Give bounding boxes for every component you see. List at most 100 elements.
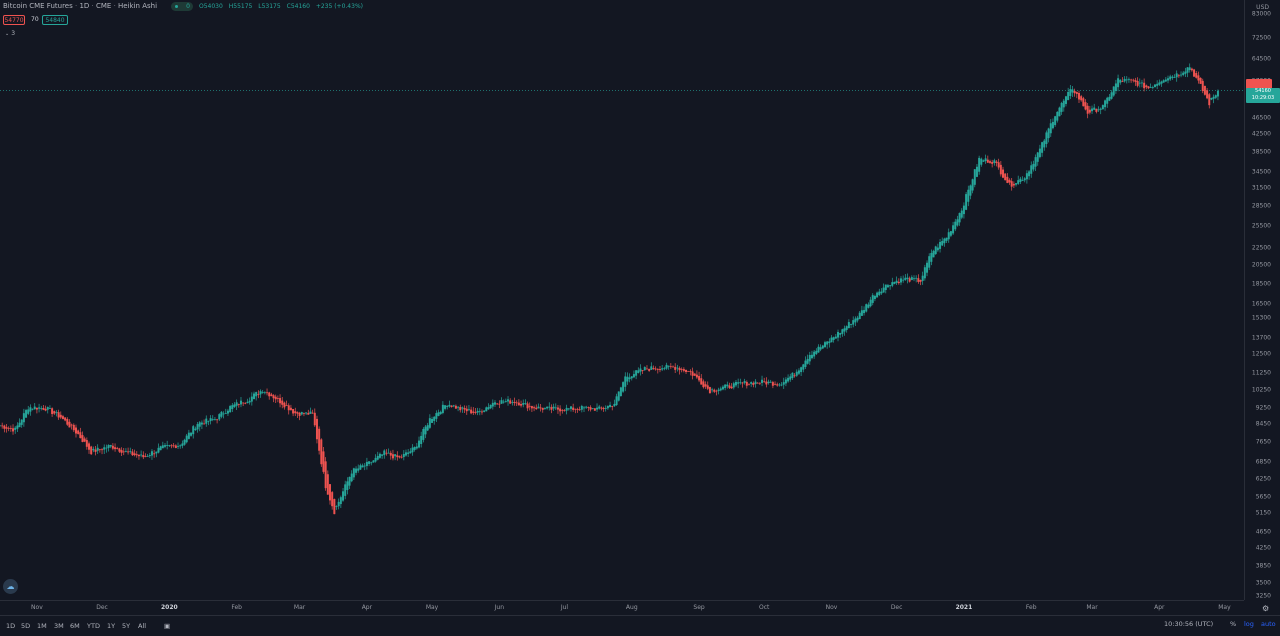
- candle-body: [85, 440, 88, 447]
- candle-body: [606, 405, 609, 409]
- price-tick-label: 11250: [1251, 369, 1271, 377]
- range-button-6m[interactable]: 6M: [70, 622, 80, 630]
- candle-body: [856, 317, 859, 321]
- range-button-all[interactable]: All: [138, 622, 147, 630]
- time-tick-label: Mar: [293, 604, 306, 611]
- candle-body: [823, 342, 826, 347]
- candle-body: [1212, 96, 1215, 99]
- candle-body: [1184, 71, 1187, 74]
- range-button-ytd[interactable]: YTD: [87, 622, 100, 630]
- range-button-5y[interactable]: 5Y: [122, 622, 131, 630]
- tradingview-logo-icon[interactable]: ☁: [3, 579, 18, 594]
- log-toggle[interactable]: log: [1244, 620, 1254, 628]
- candle-body: [237, 404, 240, 405]
- candle-body: [906, 277, 909, 279]
- range-button-1y[interactable]: 1Y: [107, 622, 116, 630]
- candle-body: [758, 382, 761, 384]
- candle-body: [1062, 100, 1065, 108]
- candle-body: [261, 392, 264, 393]
- interval-label[interactable]: 1D: [79, 2, 90, 10]
- candle-body: [802, 364, 805, 370]
- candle-body: [615, 396, 618, 406]
- current-price-value: 54160: [1255, 88, 1271, 94]
- time-tick-label: Feb: [231, 604, 242, 611]
- percent-toggle[interactable]: %: [1230, 620, 1237, 628]
- candle-body: [863, 309, 866, 314]
- candle-body: [211, 419, 214, 420]
- sell-button[interactable]: 54770: [3, 15, 25, 25]
- candle-body: [1121, 81, 1124, 83]
- candle-body: [658, 369, 661, 371]
- candle-body: [42, 408, 45, 410]
- candle-body: [1080, 96, 1083, 101]
- calendar-range-icon[interactable]: ▣: [164, 622, 171, 630]
- candle-body: [930, 252, 933, 262]
- candle-body: [1010, 181, 1013, 187]
- candle-body: [1084, 102, 1087, 110]
- auto-toggle[interactable]: auto: [1261, 620, 1276, 628]
- low-value: L53175: [258, 3, 281, 10]
- candle-body: [118, 448, 121, 452]
- candle-body: [81, 435, 84, 442]
- chart-area[interactable]: [0, 0, 1244, 600]
- clock-display[interactable]: 10:30:56 (UTC): [1164, 620, 1214, 628]
- candle-body: [383, 450, 386, 456]
- candle-body: [129, 451, 132, 453]
- candle-body: [524, 403, 527, 404]
- candle-body: [665, 364, 668, 369]
- candle-body: [1180, 74, 1183, 76]
- candle-body: [732, 383, 735, 388]
- candle-body: [400, 456, 403, 458]
- candle-body: [923, 267, 926, 279]
- price-chart[interactable]: [0, 0, 1244, 600]
- settings-gear-icon[interactable]: ⚙: [1262, 604, 1270, 613]
- candle-body: [975, 166, 978, 177]
- candle-body: [1071, 89, 1074, 93]
- candle-body: [698, 376, 701, 381]
- candle-body: [965, 194, 968, 210]
- candle-body: [817, 346, 820, 353]
- range-button-1m[interactable]: 1M: [37, 622, 47, 630]
- candle-body: [721, 386, 724, 390]
- time-axis[interactable]: Nov Dec 2020 Feb Mar Apr May Jun Jul Aug Sep Oct Nov…: [0, 600, 1244, 615]
- candle-body: [300, 412, 303, 415]
- candle-body: [283, 402, 286, 408]
- candle-body: [1043, 140, 1046, 148]
- candle-body: [161, 445, 164, 449]
- candle-body: [865, 304, 868, 312]
- candle-body: [1147, 86, 1150, 89]
- currency-label: USD: [1256, 4, 1269, 11]
- indicators-toggle[interactable]: ⌄ 3: [5, 30, 15, 37]
- visibility-badge[interactable]: 0: [171, 2, 193, 11]
- range-button-3m[interactable]: 3M: [54, 622, 64, 630]
- candle-body: [1110, 92, 1113, 99]
- candle-body: [1108, 96, 1111, 101]
- time-tick-label: May: [1218, 604, 1231, 611]
- candle-body: [743, 381, 746, 383]
- buy-button[interactable]: 54840: [42, 15, 68, 25]
- candle-body: [563, 410, 566, 412]
- candle-body: [107, 445, 110, 449]
- range-button-5d[interactable]: 5D: [21, 622, 31, 630]
- candle-body: [1151, 87, 1154, 88]
- candle-body: [337, 501, 340, 507]
- candle-body: [322, 451, 325, 472]
- candle-body: [832, 337, 835, 340]
- range-button-1d[interactable]: 1D: [6, 622, 16, 630]
- symbol-title[interactable]: Bitcoin CME Futures: [3, 2, 73, 10]
- candle-body: [576, 409, 579, 410]
- time-tick-label: Sep: [693, 604, 705, 611]
- candle-body: [27, 409, 30, 414]
- candle-body: [928, 256, 931, 268]
- price-tick-label: 5650: [1255, 493, 1271, 501]
- candle-body: [1078, 93, 1081, 100]
- candle-body: [559, 408, 562, 412]
- chart-style-label[interactable]: Heikin Ashi: [118, 2, 158, 10]
- candle-body: [897, 281, 900, 284]
- candle-body: [1008, 179, 1011, 183]
- candle-body: [504, 401, 507, 402]
- candle-body: [116, 448, 119, 449]
- candle-body: [233, 404, 236, 408]
- price-tick-label: 7650: [1255, 438, 1271, 446]
- candle-body: [179, 445, 182, 447]
